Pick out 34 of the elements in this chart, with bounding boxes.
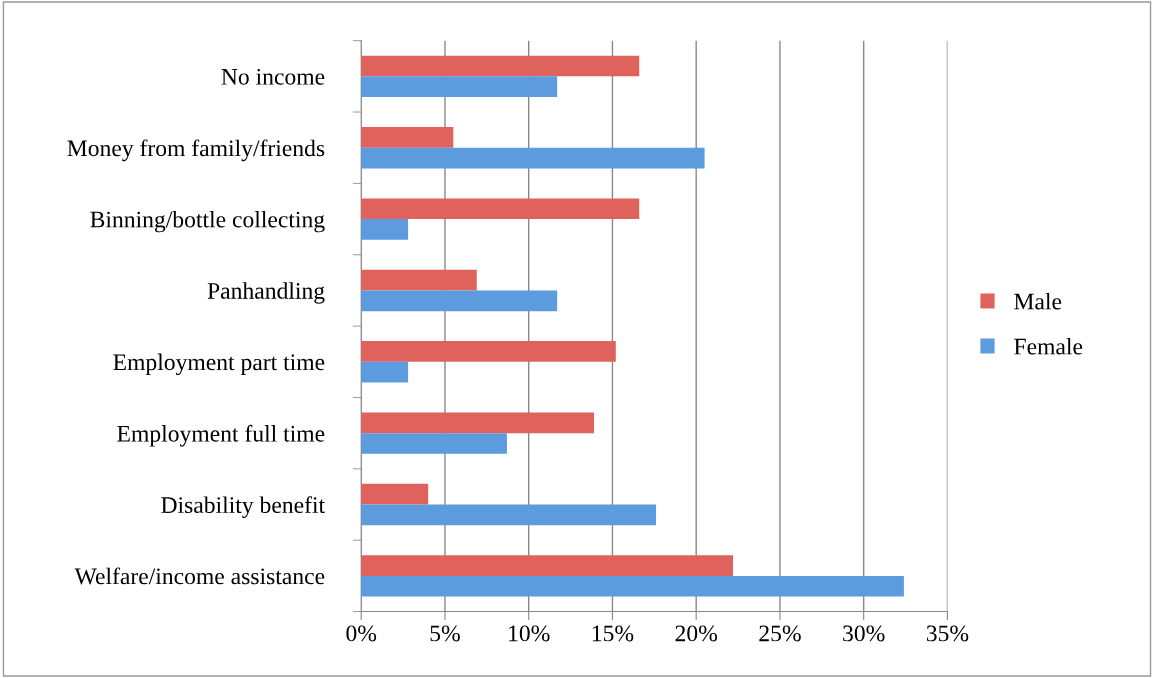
x-tick-label: 30% xyxy=(843,625,885,642)
x-tick-label: 5% xyxy=(430,625,460,642)
x-tick-label: 15% xyxy=(592,625,634,642)
bar xyxy=(361,127,454,148)
x-tick-label: 25% xyxy=(759,625,801,642)
bar xyxy=(361,575,904,597)
y-tick-label: Welfare/income assistance xyxy=(74,567,325,585)
bar xyxy=(361,483,429,505)
bar xyxy=(361,147,705,169)
y-tick-label: Disability benefit xyxy=(161,496,325,518)
bar xyxy=(361,504,656,526)
bar xyxy=(361,269,477,291)
x-tick-label: 0% xyxy=(346,625,377,642)
x-tick-label: 20% xyxy=(675,625,718,642)
bar xyxy=(361,361,409,383)
legend-label: Male xyxy=(1014,292,1062,310)
y-tick-label: Binning/bottle collecting xyxy=(90,210,325,233)
bar xyxy=(361,55,640,77)
x-tick-label: 10% xyxy=(509,625,550,642)
y-tick-label: Money from family/friends xyxy=(67,139,325,162)
bar xyxy=(361,219,409,240)
bar xyxy=(361,198,640,220)
bar xyxy=(361,290,558,312)
bar xyxy=(361,555,734,576)
y-tick-label: No income xyxy=(221,68,325,85)
bar xyxy=(361,412,595,434)
bar xyxy=(361,76,558,98)
bar xyxy=(361,341,616,362)
bar xyxy=(361,433,507,454)
y-tick-label: Employment full time xyxy=(117,424,325,447)
x-tick-label: 35% xyxy=(926,625,969,642)
legend-label: Female xyxy=(1014,337,1083,355)
y-tick-label: Panhandling xyxy=(207,282,325,304)
y-tick-label: Employment part time xyxy=(113,353,325,376)
